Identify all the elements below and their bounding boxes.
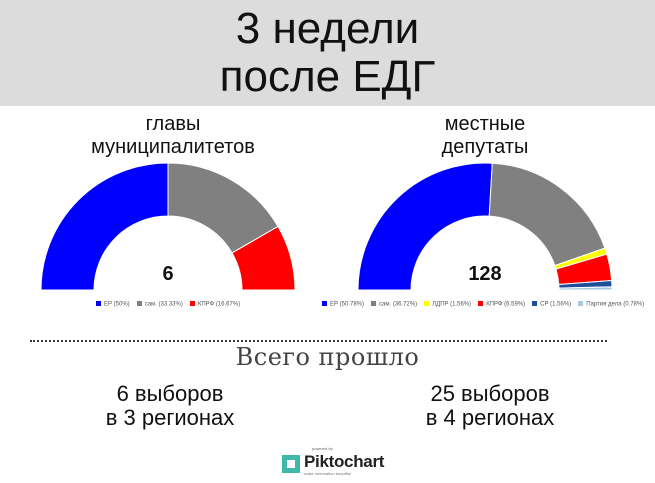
chart1-legend-item: сам. (33.33%) bbox=[136, 301, 183, 308]
chart1-total-label: 6 bbox=[162, 263, 173, 285]
chart1-legend-item: ЕР (50%) bbox=[96, 301, 130, 308]
chart2-slice-5 bbox=[558, 286, 613, 291]
chart1-legend-label: КПРФ (16.67%) bbox=[197, 301, 241, 308]
chart1-legend-label: сам. (33.33%) bbox=[144, 301, 183, 308]
chart1-title-line2: муниципалитетов bbox=[91, 136, 255, 158]
chart2-title: местные депутаты bbox=[350, 113, 620, 159]
chart2-legend-label: СР (1.56%) bbox=[540, 301, 572, 308]
chart2-legend-swatch bbox=[322, 301, 327, 306]
chart2-slice-0 bbox=[357, 162, 493, 291]
chart2-legend-label: КПРФ (6.59%) bbox=[486, 301, 526, 308]
chart1-legend-swatch bbox=[96, 301, 101, 306]
summary-left-line1: 6 выборов bbox=[116, 381, 224, 406]
brand-name: Piktochart bbox=[304, 452, 385, 471]
chart2-legend-swatch bbox=[578, 301, 584, 306]
page-title-line2: после ЕДГ bbox=[219, 52, 436, 101]
chart2-legend-label: сам. (36.72%) bbox=[379, 301, 418, 308]
chart2-legend-item: КПРФ (6.59%) bbox=[478, 301, 525, 308]
summary-left: 6 выборов в 3 регионах bbox=[70, 382, 270, 430]
chart2-legend-item: СР (1.56%) bbox=[532, 301, 571, 308]
dotted-divider bbox=[30, 340, 607, 342]
chart2-legend-swatch bbox=[424, 301, 430, 306]
chart1-slice-0 bbox=[40, 162, 169, 291]
chart2-legend-label: ЛДПР (1.56%) bbox=[432, 301, 472, 308]
chart2-legend-swatch bbox=[478, 301, 484, 306]
chart2-slice-1 bbox=[488, 162, 606, 267]
page-title-line1: 3 недели bbox=[235, 4, 420, 53]
chart1-legend-label: ЕР (50%) bbox=[104, 301, 130, 308]
summary-left-line2: в 3 регионах bbox=[105, 405, 235, 430]
chart2-legend-swatch bbox=[371, 301, 377, 306]
summary-right-line2: в 4 регионах bbox=[425, 405, 555, 430]
chart2-legend-label: ЕР (50.78%) bbox=[330, 301, 365, 308]
powered-by-label: powered by bbox=[312, 446, 333, 451]
chart1-legend: ЕР (50%) сам. (33.33%) КПРФ (16.67%) bbox=[96, 301, 247, 308]
chart2-title-line1: местные bbox=[444, 113, 526, 135]
chart2-legend: ЕР (50.78%) сам. (36.72%) ЛДПР (1.56%) КПРФ… bbox=[322, 301, 651, 308]
brand-tagline: make information beautiful bbox=[304, 471, 351, 476]
summary-heading: Всего прошло bbox=[235, 343, 420, 371]
title-banner: 3 недели после ЕДГ bbox=[0, 0, 655, 106]
chart2-legend-item: ЛДПР (1.56%) bbox=[424, 301, 471, 308]
chart2-legend-label: Партия дела (0.78%) bbox=[586, 301, 645, 308]
piktochart-logo[interactable]: powered by Piktochart make information b… bbox=[282, 446, 385, 480]
chart1-legend-item: КПРФ (16.67%) bbox=[189, 301, 241, 308]
chart1-legend-swatch bbox=[136, 301, 142, 306]
piktochart-icon bbox=[282, 455, 300, 473]
summary-right-line1: 25 выборов bbox=[430, 381, 550, 406]
chart2-title-line2: депутаты bbox=[441, 136, 529, 158]
chart1-title-line1: главы bbox=[145, 113, 201, 135]
chart1-legend-swatch bbox=[189, 301, 195, 306]
chart2-legend-swatch bbox=[532, 301, 538, 306]
chart2-legend-item: ЕР (50.78%) bbox=[322, 301, 364, 308]
chart2-total-label: 128 bbox=[468, 263, 501, 285]
summary-right: 25 выборов в 4 регионах bbox=[385, 382, 595, 430]
chart1-slice-2 bbox=[231, 225, 296, 291]
chart2-legend-item: Партия дела (0.78%) bbox=[578, 301, 644, 308]
chart1-title: главы муниципалитетов bbox=[38, 113, 308, 159]
chart2-legend-item: сам. (36.72%) bbox=[371, 301, 417, 308]
